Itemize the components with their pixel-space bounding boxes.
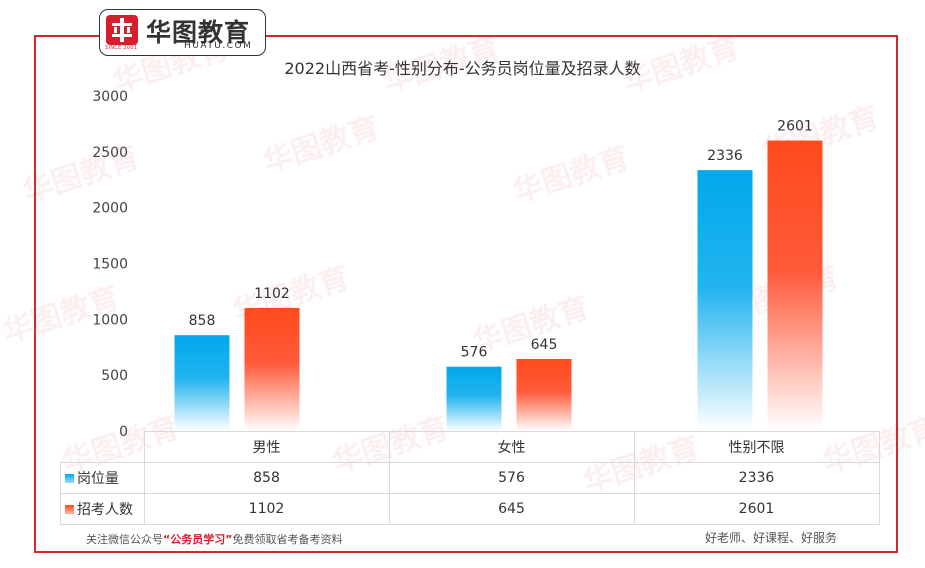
table-header-cell: 性别不限 bbox=[633, 431, 880, 463]
table-cell: 2336 bbox=[633, 462, 880, 494]
legend-item-positions: 岗位量 bbox=[60, 462, 145, 494]
table-cell: 576 bbox=[388, 462, 635, 494]
footer-slogan: 好老师、好课程、好服务 bbox=[705, 531, 838, 545]
data-label: 858 bbox=[189, 313, 216, 329]
data-label: 2601 bbox=[777, 119, 813, 135]
legend-item-applicants: 招考人数 bbox=[60, 493, 145, 525]
footer-promo-text-end: 免费领取省考备考资料 bbox=[232, 533, 343, 546]
table-row: 招考人数 1102 645 2601 bbox=[60, 493, 880, 525]
y-tick-label: 2000 bbox=[92, 201, 128, 217]
data-table: 男性 女性 性别不限 岗位量 858 576 2336 招考人数 1102 64… bbox=[60, 431, 880, 525]
bar-positions bbox=[174, 335, 230, 431]
logo-mark-icon bbox=[106, 15, 138, 45]
y-tick-label: 500 bbox=[101, 368, 128, 384]
huatu-logo: SINCE 2001 华图教育 HUATU.COM bbox=[99, 9, 266, 56]
table-header-row: 男性 女性 性别不限 bbox=[60, 431, 880, 463]
data-label: 1102 bbox=[254, 286, 290, 302]
bar-positions bbox=[446, 366, 502, 431]
table-cell: 1102 bbox=[143, 493, 390, 525]
table-cell: 2601 bbox=[633, 493, 880, 525]
logo-domain: HUATU.COM bbox=[184, 41, 253, 51]
data-label: 576 bbox=[461, 345, 488, 361]
bar-positions bbox=[697, 170, 753, 431]
y-tick-label: 3000 bbox=[92, 89, 128, 105]
logo-text: 华图教育 bbox=[146, 18, 251, 47]
bar-applicants bbox=[516, 358, 572, 431]
footer-account-name: “公务员学习” bbox=[163, 533, 233, 546]
data-label: 645 bbox=[531, 337, 558, 353]
table-header-cell: 男性 bbox=[143, 431, 390, 463]
legend-label: 招考人数 bbox=[77, 502, 133, 518]
legend-swatch-blue bbox=[65, 473, 74, 483]
table-corner bbox=[60, 431, 145, 463]
bar-applicants bbox=[767, 140, 823, 431]
legend-swatch-red bbox=[65, 504, 74, 514]
footer-promo-text: 关注微信公众号 bbox=[86, 533, 163, 546]
chart-title: 2022山西省考-性别分布-公务员岗位量及招录人数 bbox=[284, 59, 641, 78]
table-cell: 858 bbox=[143, 462, 390, 494]
y-tick-label: 1500 bbox=[92, 257, 128, 273]
data-label: 2336 bbox=[707, 148, 743, 164]
footer-promo: 关注微信公众号“公务员学习”免费领取省考备考资料 bbox=[86, 531, 342, 547]
y-tick-label: 2500 bbox=[92, 145, 128, 161]
legend-label: 岗位量 bbox=[77, 471, 119, 487]
bar-applicants bbox=[244, 307, 300, 431]
logo-since: SINCE 2001 bbox=[105, 45, 138, 51]
table-cell: 645 bbox=[388, 493, 635, 525]
table-row: 岗位量 858 576 2336 bbox=[60, 462, 880, 494]
y-tick-label: 1000 bbox=[92, 312, 128, 328]
chart-frame bbox=[34, 35, 898, 553]
table-header-cell: 女性 bbox=[388, 431, 635, 463]
